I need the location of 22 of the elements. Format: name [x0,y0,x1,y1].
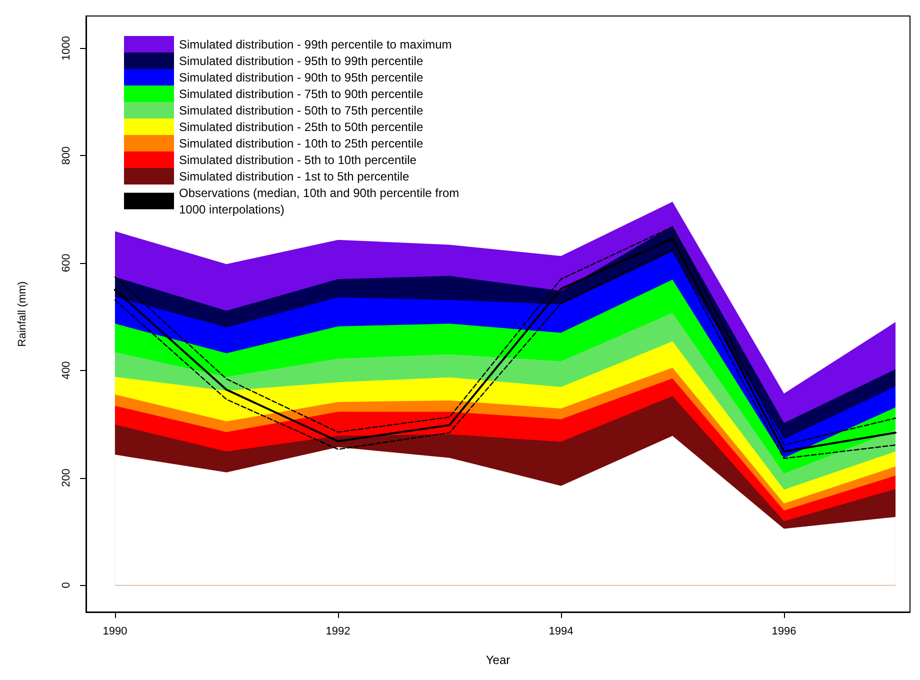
y-tick-label: 1000 [60,36,72,60]
legend-label: Simulated distribution - 95th to 99th percentile [179,54,424,68]
y-tick-label: 400 [60,361,72,380]
legend-label: Simulated distribution - 1st to 5th percentile [179,169,410,184]
y-tick-label: 600 [60,254,72,272]
x-tick-label: 1990 [102,626,128,638]
y-tick-label: 200 [60,468,72,487]
x-tick-label: 1994 [548,626,574,638]
legend-label: Observations (median, 10th and 90th percentile from 1000 interpolations) [179,186,462,216]
legend-label: Simulated distribution - 5th to 10th percentile [179,152,417,167]
legend-label: Simulated distribution - 99th percentile to maximum [179,37,452,52]
legend-label: Simulated distribution - 75th to 90th percentile [179,86,424,101]
x-tick-label: 1992 [326,626,350,638]
legend-label: Simulated distribution - 50th to 75th percentile [179,103,424,118]
y-tick-label: 800 [60,146,72,165]
legend-label: Simulated distribution - 90th to 95th percentile [179,70,424,84]
x-tick-label: 1996 [772,626,796,638]
legend-label: Simulated distribution - 10th to 25th percentile [179,136,424,150]
y-axis-title: Rainfall (mm) [16,281,28,347]
legend-label: Simulated distribution - 25th to 50th percentile [179,120,424,134]
y-tick-label: 0 [60,582,72,588]
x-axis-title: Year [486,653,510,667]
